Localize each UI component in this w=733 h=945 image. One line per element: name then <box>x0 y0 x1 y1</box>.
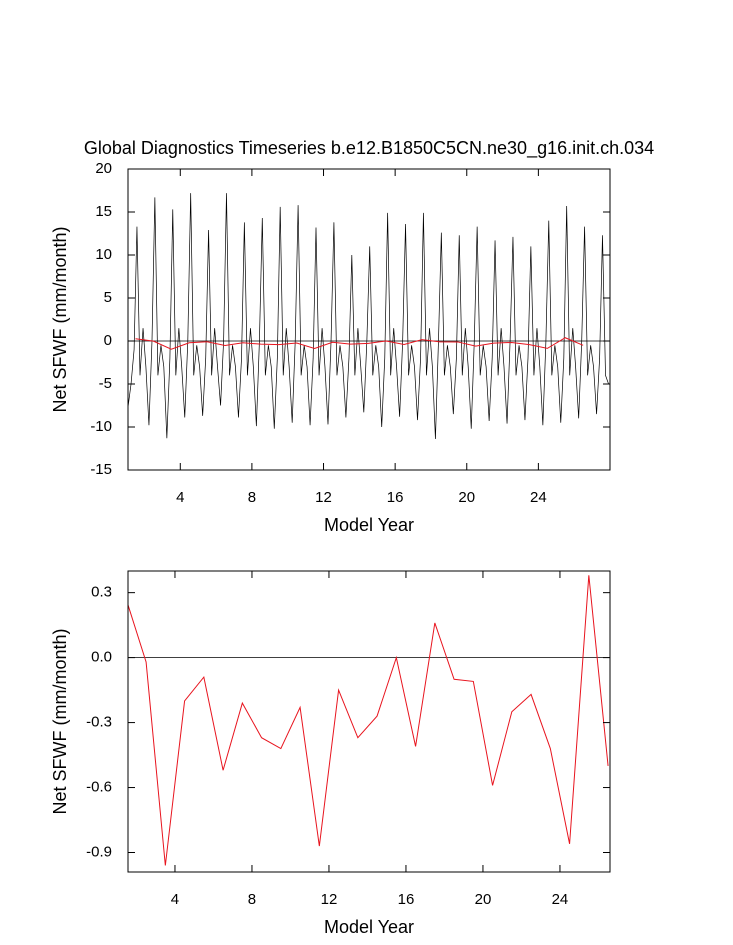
x-tick-label: 8 <box>248 891 256 908</box>
x-tick-label: 20 <box>475 891 492 908</box>
x-tick-label: 20 <box>458 489 475 506</box>
x-tick-label: 4 <box>176 489 184 506</box>
x-tick-label: 12 <box>321 891 338 908</box>
y-tick-label: 0.0 <box>91 649 112 666</box>
x-tick-label: 16 <box>398 891 415 908</box>
plot-frame <box>127 168 611 471</box>
y-axis-label: Net SFWF (mm/month) <box>50 226 70 412</box>
y-tick-label: 0.3 <box>91 584 112 601</box>
x-axis-label: Model Year <box>324 515 414 535</box>
data-line <box>128 575 609 866</box>
y-tick-label: -0.6 <box>86 779 112 796</box>
y-tick-label: 5 <box>104 289 112 306</box>
y-tick-label: -0.9 <box>86 843 112 860</box>
x-tick-label: 12 <box>315 489 332 506</box>
y-tick-label: 20 <box>95 160 112 177</box>
data-line <box>128 193 609 440</box>
plot-frame <box>127 570 611 873</box>
x-axis-label: Model Year <box>324 917 414 937</box>
y-tick-label: -0.3 <box>86 714 112 731</box>
y-tick-label: 0 <box>104 332 112 349</box>
y-tick-label: 15 <box>95 203 112 220</box>
y-tick-label: -10 <box>90 418 112 435</box>
chart-title: Global Diagnostics Timeseries b.e12.B185… <box>84 138 654 159</box>
x-tick-label: 8 <box>248 489 256 506</box>
y-axis-label: Net SFWF (mm/month) <box>50 628 70 814</box>
data-line <box>135 337 584 350</box>
x-tick-label: 4 <box>171 891 179 908</box>
y-tick-label: -5 <box>99 375 112 392</box>
x-tick-label: 24 <box>552 891 569 908</box>
y-tick-label: 10 <box>95 246 112 263</box>
x-tick-label: 24 <box>530 489 547 506</box>
x-tick-label: 16 <box>387 489 404 506</box>
y-tick-label: -15 <box>90 461 112 478</box>
